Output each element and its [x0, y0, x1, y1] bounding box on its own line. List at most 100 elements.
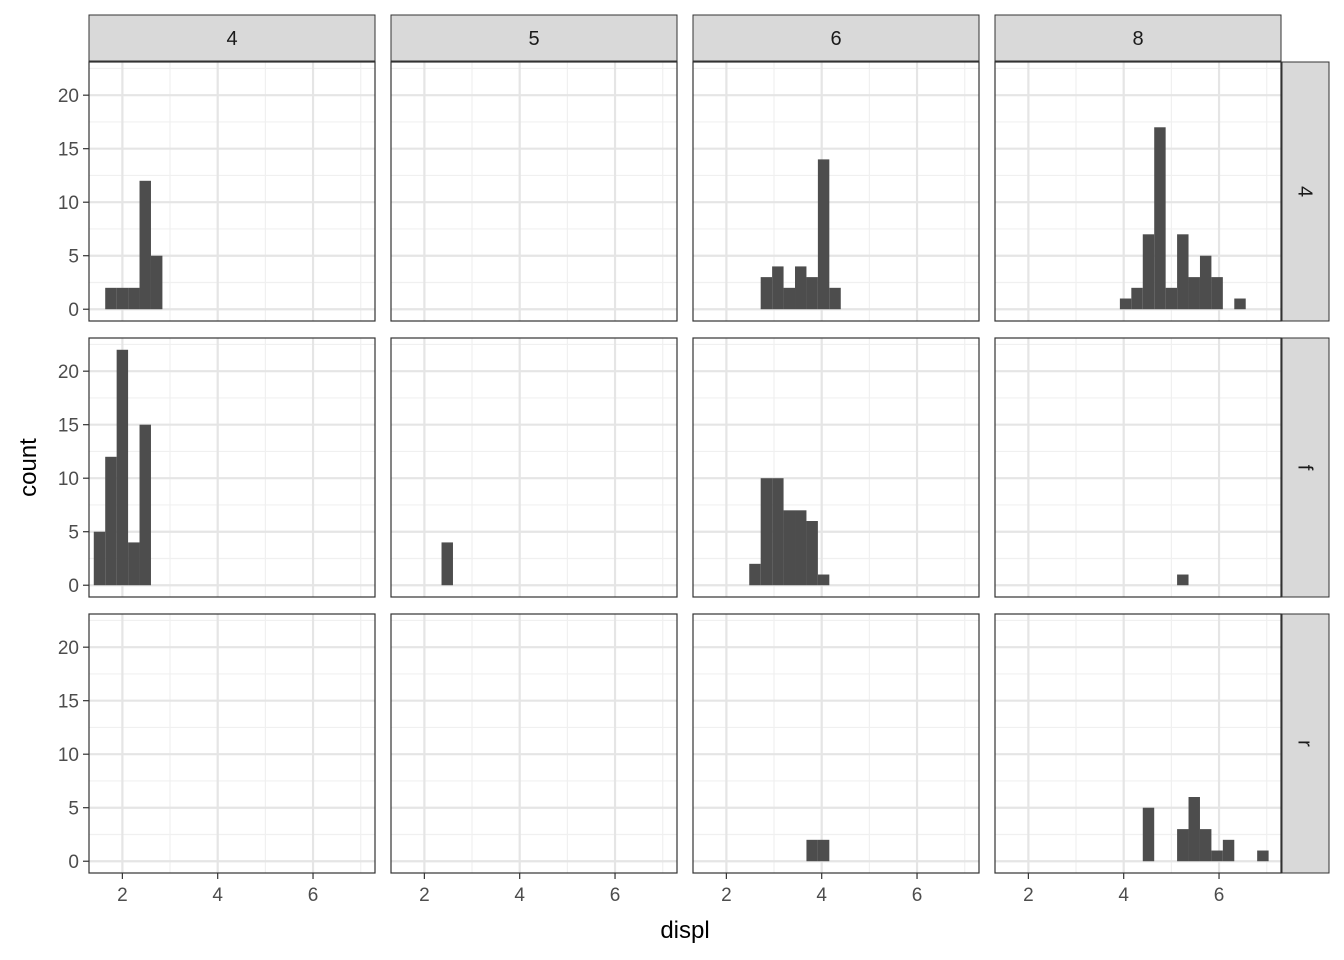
- column-strip-label: 6: [830, 28, 841, 50]
- row-strip-label: 4: [1294, 186, 1316, 197]
- y-axis-title: count: [15, 438, 42, 497]
- panel-background: [693, 614, 979, 873]
- column-strip-label: 5: [528, 28, 539, 50]
- histogram-bar: [116, 287, 129, 310]
- y-tick-label: 20: [58, 362, 79, 383]
- row-strip: [1281, 337, 1330, 598]
- histogram-bar: [772, 266, 784, 310]
- panel-border: [994, 337, 1282, 598]
- histogram-bar: [1211, 277, 1223, 310]
- column-strip-label: 4: [226, 28, 237, 50]
- histogram-bar: [806, 839, 818, 862]
- panel-border: [692, 613, 980, 874]
- histogram-bar: [441, 542, 453, 586]
- panel-background: [391, 614, 677, 873]
- histogram-bar: [1142, 807, 1155, 862]
- x-tick-label: 6: [1214, 885, 1225, 906]
- histogram-bar: [1234, 298, 1246, 310]
- row-strip: [1281, 61, 1330, 322]
- histogram-bar: [128, 542, 140, 586]
- row-strip: [1281, 613, 1330, 874]
- histogram-bar: [1211, 850, 1223, 862]
- histogram-bar: [150, 255, 163, 310]
- panel-background: [391, 338, 677, 597]
- histogram-bar: [1188, 277, 1200, 310]
- histogram-bar: [806, 521, 818, 586]
- histogram-bar: [105, 456, 117, 586]
- histogram-bar: [1188, 797, 1200, 862]
- histogram-bar: [116, 349, 129, 586]
- histogram-bar: [795, 510, 807, 586]
- panel-border: [994, 61, 1282, 322]
- histogram-bar: [1177, 829, 1189, 862]
- histogram-bar: [105, 287, 117, 310]
- panel-border: [692, 337, 980, 598]
- histogram-bar: [1165, 287, 1178, 310]
- column-strip-label: 8: [1132, 28, 1143, 50]
- histogram-bar: [749, 563, 761, 586]
- histogram-bar: [783, 510, 796, 586]
- panel-background: [995, 614, 1281, 873]
- histogram-bar: [817, 159, 830, 310]
- panel-border: [88, 613, 376, 874]
- row-strip-label: r: [1294, 740, 1316, 747]
- y-tick-label: 20: [58, 638, 79, 659]
- histogram-bar: [139, 180, 151, 310]
- panel-background: [89, 614, 375, 873]
- panel-border: [88, 337, 376, 598]
- histogram-bar: [1142, 234, 1155, 310]
- x-tick-label: 4: [816, 885, 827, 906]
- histogram-bar: [806, 277, 818, 310]
- histogram-bar: [817, 839, 830, 862]
- histogram-bar: [1199, 829, 1212, 862]
- histogram-bar: [1154, 127, 1166, 310]
- histogram-bar: [128, 287, 140, 310]
- y-tick-label: 10: [58, 469, 79, 490]
- histogram-bar: [1131, 287, 1143, 310]
- panel-background: [89, 62, 375, 321]
- histogram-bar: [1257, 850, 1269, 862]
- x-tick-label: 2: [721, 885, 732, 906]
- histogram-bar: [139, 424, 151, 586]
- column-strip: [88, 14, 376, 62]
- x-tick-label: 4: [1118, 885, 1129, 906]
- panel-background: [693, 338, 979, 597]
- panel-background: [995, 338, 1281, 597]
- histogram-bar: [772, 478, 784, 586]
- y-tick-label: 0: [68, 300, 79, 321]
- column-strip: [692, 14, 980, 62]
- x-axis-title: displ: [660, 917, 709, 944]
- y-tick-label: 5: [68, 799, 79, 820]
- histogram-bar: [93, 531, 106, 586]
- histogram-bar: [1177, 234, 1189, 310]
- panel-border: [390, 61, 678, 322]
- histogram-bar: [1119, 298, 1132, 310]
- histogram-bar: [795, 266, 807, 310]
- histogram-bar: [829, 287, 841, 310]
- histogram-bar: [760, 277, 773, 310]
- panel-border: [994, 613, 1282, 874]
- row-strip-label: f: [1294, 465, 1316, 471]
- histogram-bar: [817, 574, 830, 586]
- column-strip: [994, 14, 1282, 62]
- panel-border: [390, 613, 678, 874]
- panel-background: [391, 62, 677, 321]
- x-tick-label: 2: [1023, 885, 1034, 906]
- histogram-bar: [1177, 574, 1189, 586]
- histogram-bar: [1222, 839, 1235, 862]
- histogram-bar: [1199, 255, 1212, 310]
- x-tick-label: 4: [514, 885, 525, 906]
- y-tick-label: 15: [58, 140, 79, 161]
- y-tick-label: 15: [58, 416, 79, 437]
- x-tick-label: 6: [308, 885, 319, 906]
- y-tick-label: 5: [68, 247, 79, 268]
- y-tick-label: 0: [68, 576, 79, 597]
- y-tick-label: 20: [58, 86, 79, 107]
- column-strip: [390, 14, 678, 62]
- panel-border: [390, 337, 678, 598]
- histogram-bar: [760, 478, 773, 586]
- x-tick-label: 4: [212, 885, 223, 906]
- y-tick-label: 10: [58, 193, 79, 214]
- y-tick-label: 15: [58, 692, 79, 713]
